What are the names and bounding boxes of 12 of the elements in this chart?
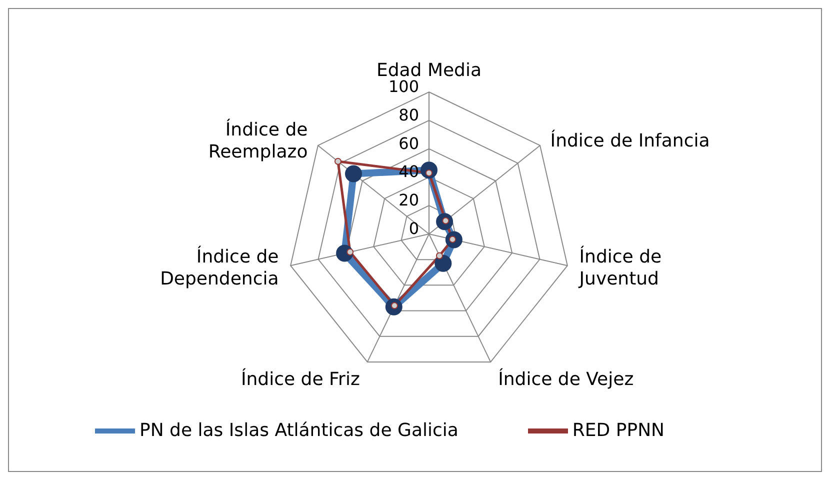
spoke-label: Índice de Vejez — [498, 368, 634, 390]
spoke-label: Índice de Juventud — [578, 245, 662, 290]
y-tick-label: 60 — [398, 134, 419, 153]
legend-label: RED PPNN — [572, 420, 665, 441]
y-tick-label: 0 — [408, 219, 419, 238]
spoke-label: Índice de Dependencia — [160, 245, 279, 290]
legend-label: PN de las Islas Atlánticas de Galicia — [139, 420, 458, 441]
y-tick-label: 80 — [398, 105, 419, 124]
spoke-label: Índice de Reemplazo — [208, 118, 308, 162]
y-tick-label: 20 — [398, 190, 419, 210]
spoke-label: Índice de Friz — [240, 368, 360, 390]
spoke-label: Índice de Infancia — [550, 129, 710, 152]
